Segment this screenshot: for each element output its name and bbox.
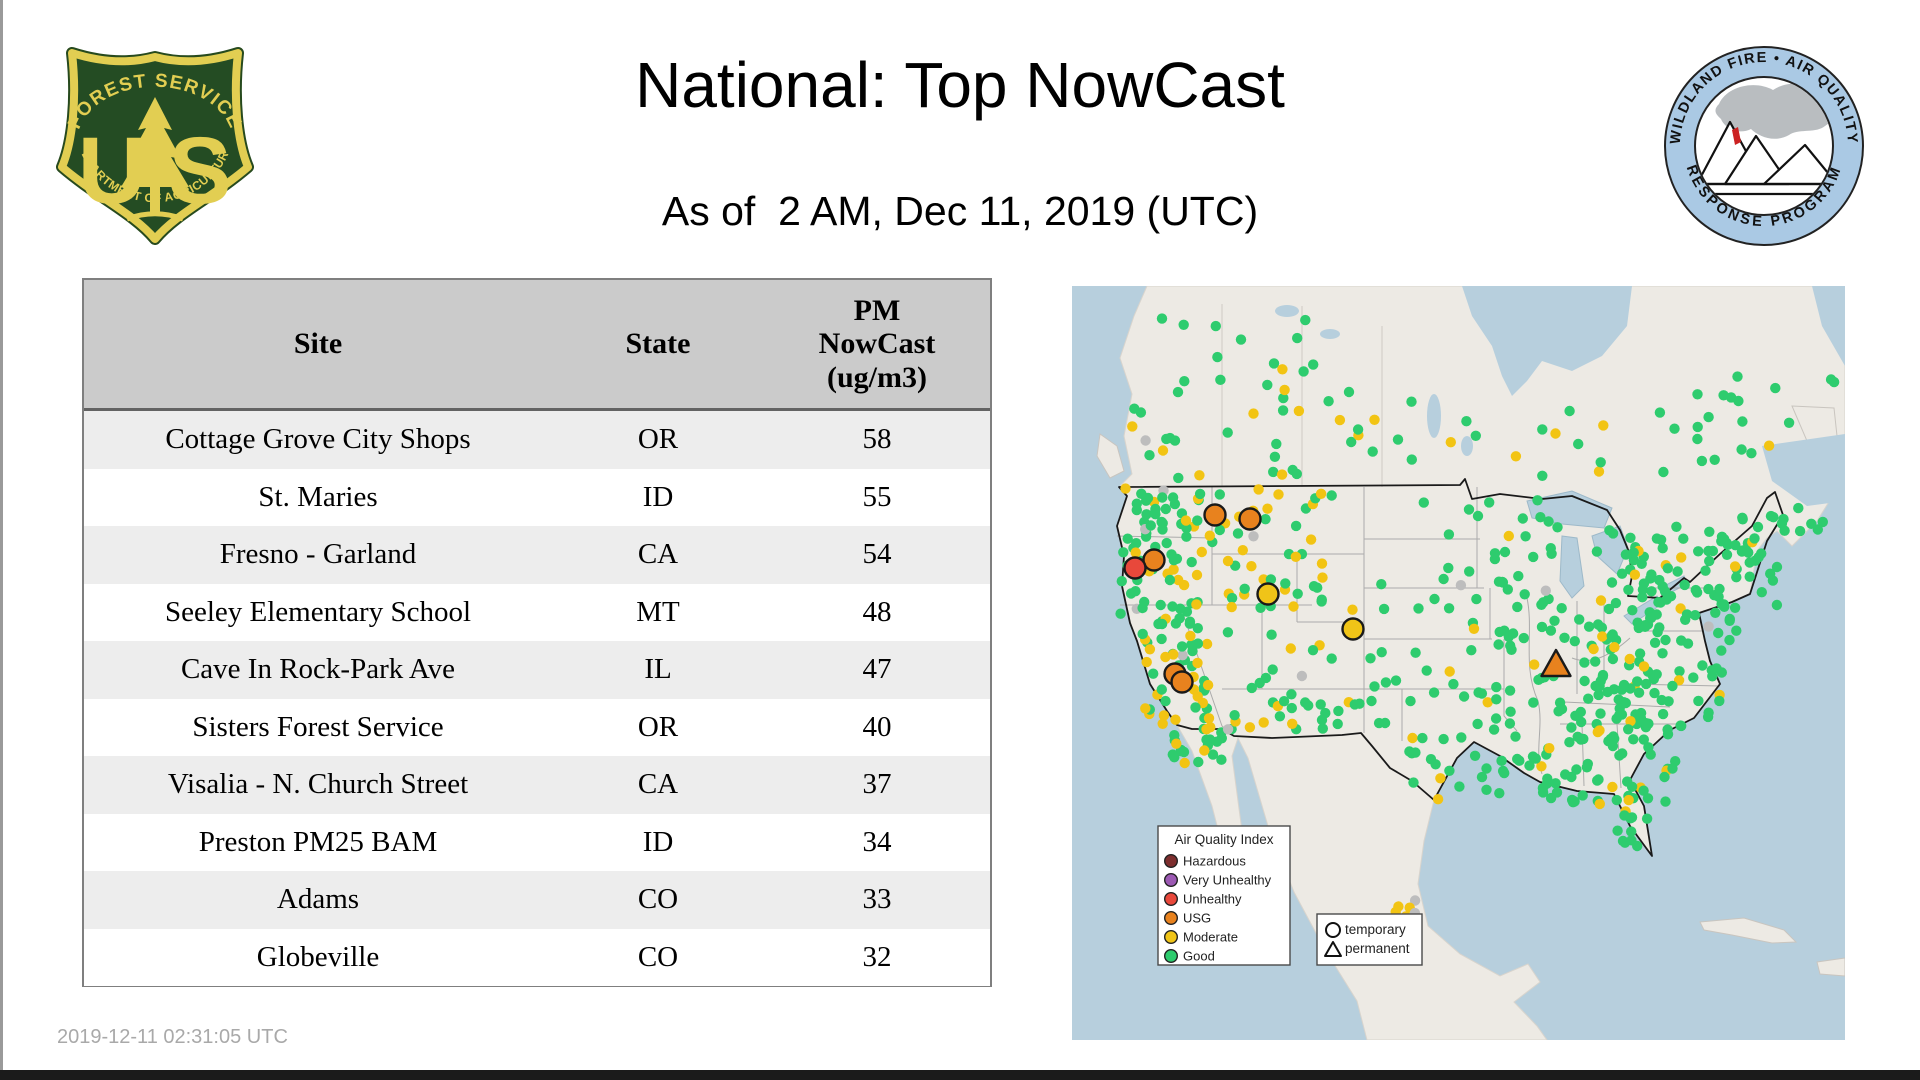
value-cell: 32 [862, 940, 892, 973]
page-subtitle: As of 2 AM, Dec 11, 2019 (UTC) [661, 188, 1259, 234]
value-cell: 58 [862, 423, 892, 456]
state-cell: MT [636, 595, 680, 628]
state-cell: CA [637, 768, 679, 801]
value-cell: 40 [862, 710, 892, 743]
table-row: Preston PM25 BAM ID 34 [84, 813, 990, 871]
site-cell: Visalia - N. Church Street [167, 768, 469, 801]
value-cell: 37 [862, 768, 892, 801]
state-cell: ID [642, 480, 674, 513]
table-row: Sisters Forest Service OR 40 [84, 698, 990, 756]
site-cell: St. Maries [258, 480, 378, 513]
state-cell: OR [637, 710, 679, 743]
usfs-pine-tree-icon [121, 97, 189, 222]
us-border [1116, 478, 1784, 857]
state-cell: OR [637, 423, 679, 456]
table-row: Adams CO 33 [84, 871, 990, 929]
state-cell: ID [642, 825, 674, 858]
aqi-site-dots [1115, 313, 1840, 922]
state-cell: CO [637, 883, 679, 916]
map-marker-circle [1238, 507, 1262, 531]
table-row: Cottage Grove City Shops OR 58 [84, 411, 990, 469]
legend-item-label: Good [1183, 949, 1215, 964]
generation-timestamp: 2019-12-11 02:31:05 UTC [57, 1026, 288, 1048]
usfs-logo: FOREST SERVICE U S DEPARTMENT OF AGRICUL… [55, 45, 254, 245]
legend-item-label: Moderate [1183, 930, 1238, 945]
column-header-state: State [625, 327, 691, 360]
state-cell: CO [637, 940, 679, 973]
column-header-pm-nowcast: PM NowCast (ug/m3) [764, 294, 990, 395]
legend-title: Air Quality Index [1174, 832, 1273, 847]
column-header-site: Site [293, 327, 343, 360]
flame-icon [1732, 127, 1741, 145]
highlighted-site-markers [1123, 503, 1572, 694]
shape-legend-label: permanent [1345, 941, 1410, 956]
value-cell: 34 [862, 825, 892, 858]
site-cell: Preston PM25 BAM [198, 825, 438, 858]
site-cell: Seeley Elementary School [164, 595, 471, 628]
table-row: Visalia - N. Church Street CA 37 [84, 756, 990, 814]
site-cell: Adams [276, 883, 360, 916]
value-header-line-2: NowCast [818, 327, 936, 361]
table-row: Fresno - Garland CA 54 [84, 526, 990, 584]
value-header-line-1: PM [853, 293, 901, 327]
islands [1096, 405, 1845, 977]
mountains-icon [1696, 120, 1832, 186]
left-window-edge [0, 0, 3, 1071]
marker-shape-legend: temporary permanent [1316, 913, 1423, 966]
map-marker-circle [1170, 670, 1194, 694]
value-cell: 47 [862, 653, 892, 686]
table-row: Cave In Rock-Park Ave IL 47 [84, 641, 990, 699]
shape-legend-label: temporary [1345, 922, 1406, 937]
table-header-row: Site State PM NowCast (ug/m3) [84, 280, 990, 411]
value-cell: 54 [862, 538, 892, 571]
value-header-line-3: (ug/m3) [827, 360, 927, 394]
state-cell: IL [644, 653, 672, 686]
map-marker-circle [1341, 617, 1365, 641]
map-marker-circle [1256, 582, 1280, 606]
bottom-window-edge [0, 1070, 1920, 1080]
site-cell: Globeville [256, 940, 380, 973]
table-row: St. Maries ID 55 [84, 468, 990, 526]
aqi-legend: Air Quality Index Hazardous Very Unhealthy… [1157, 825, 1291, 966]
table-body: Cottage Grove City Shops OR 58 St. Maries ID… [84, 411, 990, 986]
map-marker-circle [1203, 503, 1227, 527]
state-cell: CA [637, 538, 679, 571]
value-cell: 48 [862, 595, 892, 628]
site-cell: Cave In Rock-Park Ave [180, 653, 456, 686]
wfaqrp-logo: WILDLAND FIRE • AIR QUALITY RESPONSE PRO… [1664, 46, 1864, 246]
map-marker-triangle [1540, 648, 1572, 678]
legend-item-label: Very Unhealthy [1183, 873, 1272, 888]
site-cell: Sisters Forest Service [192, 710, 444, 743]
table-row: Seeley Elementary School MT 48 [84, 583, 990, 641]
page-title: National: Top NowCast [635, 49, 1285, 121]
map-marker-circle [1123, 556, 1147, 580]
hudson-bay-and-lakes [1275, 286, 1845, 506]
table-row: Globeville CO 32 [84, 928, 990, 986]
aqi-map: Air Quality Index Hazardous Very Unhealthy… [1072, 286, 1845, 1040]
site-cell: Fresno - Garland [219, 538, 417, 571]
value-cell: 33 [862, 883, 892, 916]
legend-item-label: USG [1183, 911, 1211, 926]
nowcast-table: Site State PM NowCast (ug/m3) Cottage Gr… [82, 278, 992, 987]
value-cell: 55 [862, 480, 892, 513]
site-cell: Cottage Grove City Shops [165, 423, 471, 456]
legend-item-label: Unhealthy [1183, 892, 1242, 907]
legend-item-label: Hazardous [1183, 854, 1246, 869]
smoke-plume-icon [1715, 83, 1832, 139]
